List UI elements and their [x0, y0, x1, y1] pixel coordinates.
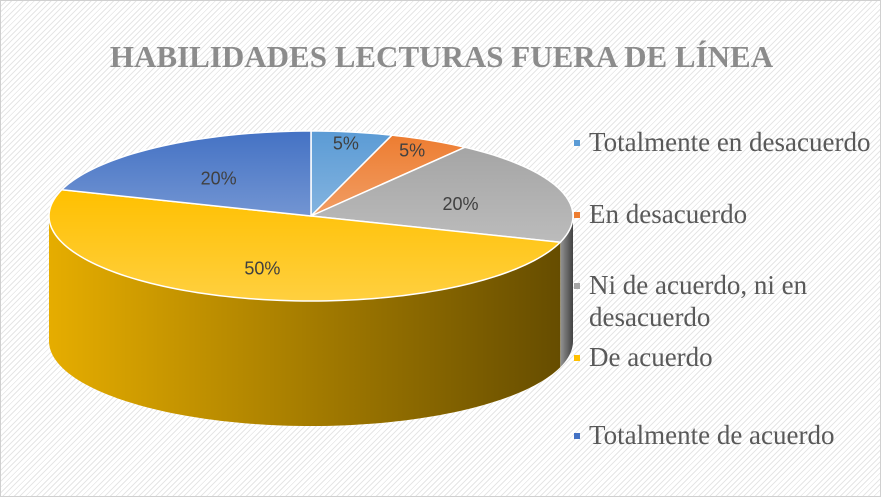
slice-side-shade [560, 216, 573, 368]
legend-label: Totalmente de acuerdo [589, 420, 835, 450]
slice-shine [311, 135, 465, 216]
slice-shine [61, 131, 311, 216]
legend-swatch [574, 355, 580, 361]
legend-swatch [574, 283, 580, 289]
data-label: 5% [333, 133, 359, 153]
legend-swatch [574, 140, 580, 146]
slice-shine [49, 189, 561, 301]
legend-entry: Totalmente de acuerdo [574, 419, 874, 451]
legend-swatch [574, 212, 580, 218]
data-label: 20% [201, 168, 237, 188]
slice-shine [311, 147, 573, 243]
legend-label: De acuerdo [589, 342, 713, 372]
legend-entry: En desacuerdo [574, 198, 874, 230]
legend-label: Ni de acuerdo, ni en desacuerdo [589, 270, 808, 332]
data-label: 5% [399, 140, 425, 160]
legend-entry: Ni de acuerdo, ni en desacuerdo [574, 269, 874, 333]
legend-label: Totalmente en desacuerdo [589, 127, 871, 157]
legend-entry: De acuerdo [574, 341, 874, 373]
slice-side-shade [49, 216, 561, 426]
legend-label: En desacuerdo [589, 199, 748, 229]
data-label: 20% [442, 194, 478, 214]
legend-entry: Totalmente en desacuerdo [574, 126, 874, 158]
data-label: 50% [244, 258, 280, 278]
legend-swatch [574, 433, 580, 439]
chart-title: HABILIDADES LECTURAS FUERA DE LÍNEA [109, 39, 774, 74]
